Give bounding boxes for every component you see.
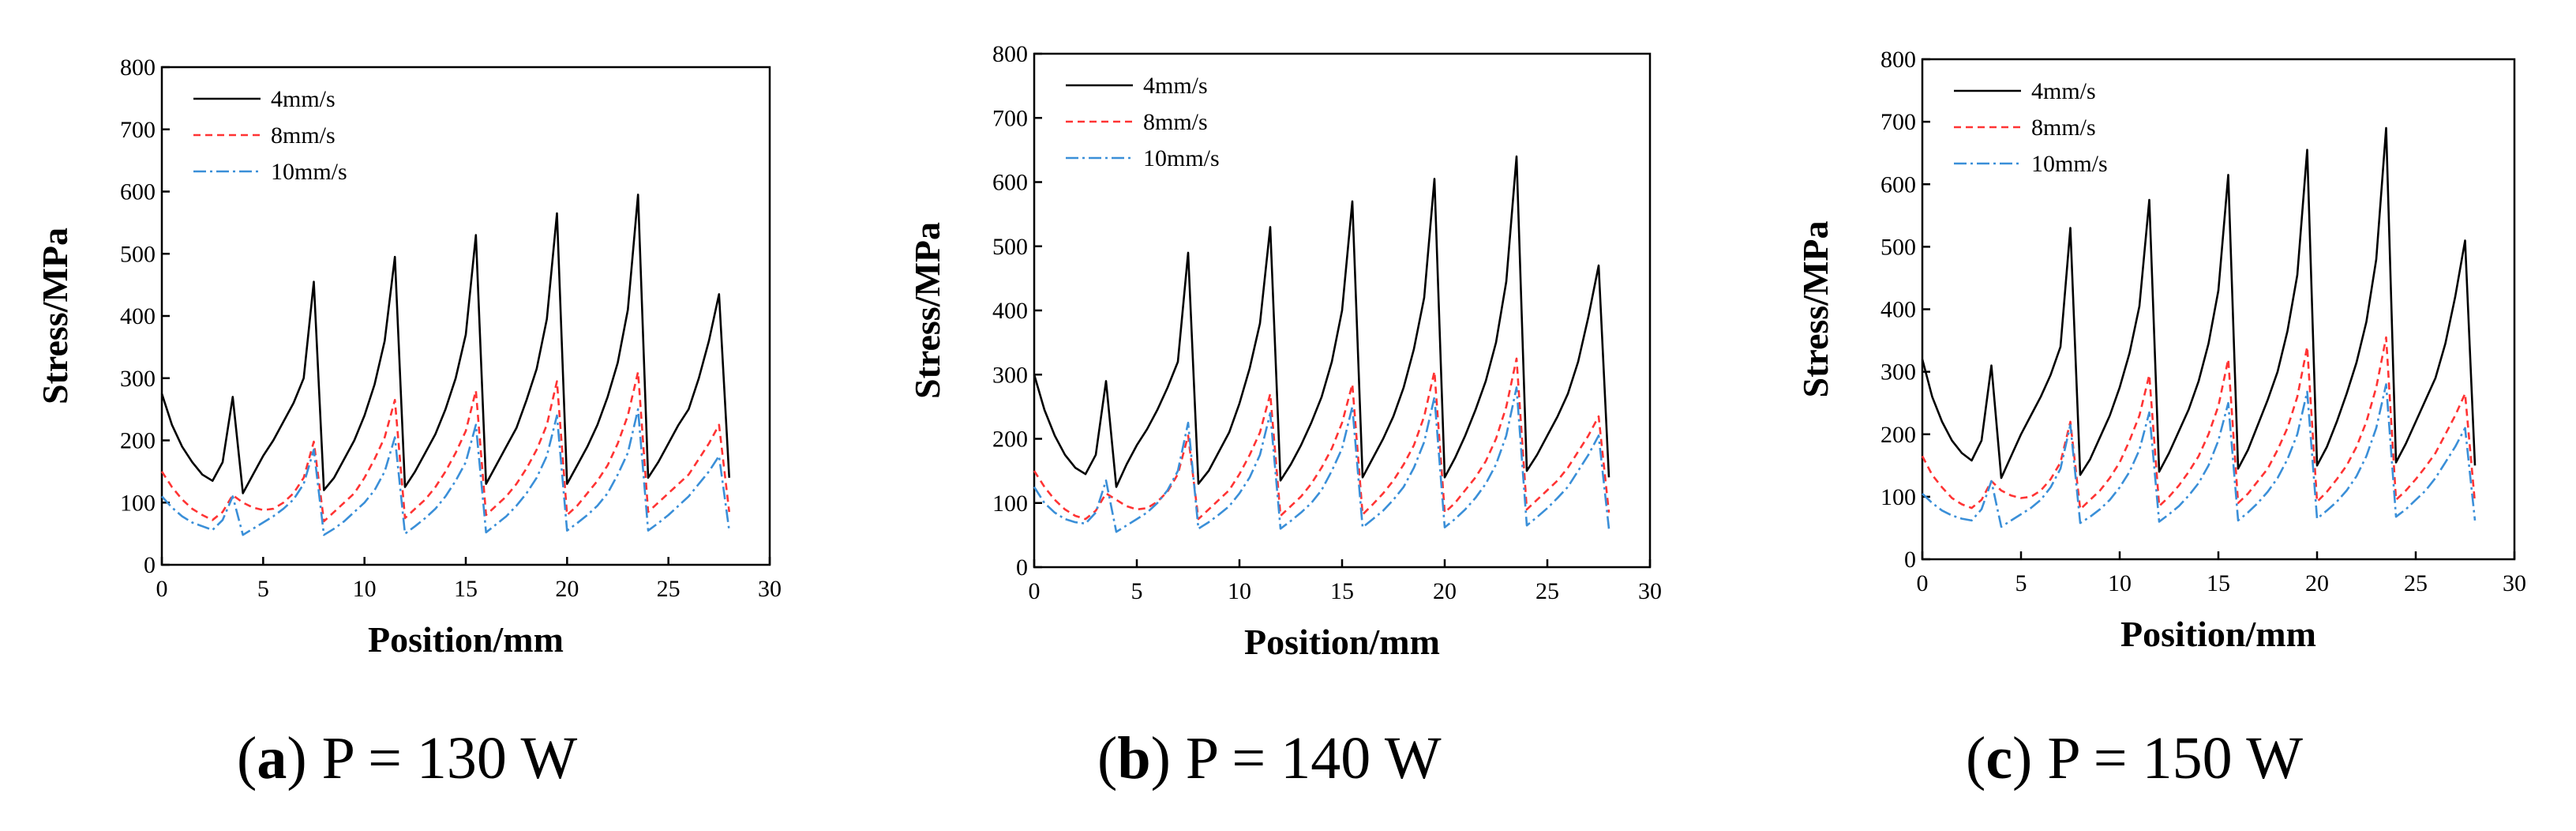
- y-tick-label: 400: [120, 303, 156, 329]
- x-axis-label: Position/mm: [1244, 622, 1440, 662]
- y-tick-label: 0: [1904, 547, 1916, 573]
- legend: 4mm/s 8mm/s 10mm/s: [1954, 78, 2108, 177]
- x-tick-label: 15: [454, 576, 478, 602]
- y-tick-label: 0: [144, 552, 156, 578]
- legend-label: 8mm/s: [271, 122, 336, 149]
- panel-caption: (c) P = 150 W: [1966, 725, 2303, 792]
- series-line-2: [160, 370, 730, 523]
- x-tick-label: 30: [2503, 570, 2526, 596]
- x-tick-label: 10: [353, 576, 377, 602]
- series-line-3: [1033, 386, 1610, 533]
- y-tick-label: 400: [992, 298, 1028, 324]
- y-tick-label: 500: [120, 241, 156, 267]
- chart-panel-b: 0 5 10 15 20 25 300100200300400500600700800Pos…: [907, 41, 1662, 662]
- series-line-3: [161, 408, 730, 536]
- y-tick-label: 100: [1880, 484, 1916, 510]
- y-tick-label: 200: [992, 427, 1028, 453]
- series-line-2: [1921, 336, 2477, 511]
- y-tick-label: 400: [1880, 297, 1916, 323]
- y-axis-label: Stress/MPa: [907, 222, 947, 399]
- x-tick-label: 0: [1917, 570, 1929, 596]
- plot-frame: [160, 66, 771, 566]
- legend-label: 4mm/s: [1143, 73, 1208, 99]
- x-tick-label: 30: [758, 576, 782, 602]
- x-tick-label: 10: [1228, 578, 1251, 604]
- x-tick-label: 30: [1638, 578, 1662, 604]
- y-tick-label: 800: [120, 55, 156, 81]
- y-tick-label: 700: [992, 105, 1028, 131]
- y-tick-label: 100: [120, 490, 156, 516]
- x-axis-label: Position/mm: [2120, 614, 2316, 654]
- y-tick-label: 800: [992, 41, 1028, 67]
- legend-label: 8mm/s: [1143, 109, 1208, 135]
- x-tick-label: 0: [156, 576, 168, 602]
- y-tick-label: 800: [1880, 47, 1916, 73]
- x-tick-label: 25: [1535, 578, 1559, 604]
- y-tick-label: 700: [1880, 109, 1916, 135]
- y-tick-label: 600: [1880, 171, 1916, 197]
- legend: 4mm/s 8mm/s 10mm/s: [1066, 73, 1220, 171]
- series-line-1: [1033, 155, 1610, 488]
- y-axis-label: Stress/MPa: [1795, 220, 1835, 397]
- panel-caption: (a) P = 130 W: [237, 725, 578, 792]
- y-tick-label: 100: [992, 491, 1028, 517]
- x-tick-label: 20: [555, 576, 579, 602]
- series-line-1: [160, 194, 730, 494]
- series-line-3: [1922, 383, 2477, 528]
- legend-label: 10mm/s: [1143, 145, 1220, 171]
- series-line-1: [1921, 126, 2477, 479]
- panel-caption: (b) P = 140 W: [1097, 725, 1442, 792]
- y-tick-label: 300: [992, 362, 1028, 388]
- legend: 4mm/s 8mm/s 10mm/s: [193, 86, 347, 185]
- x-tick-label: 5: [2015, 570, 2027, 596]
- legend-label: 10mm/s: [2031, 151, 2108, 177]
- x-tick-label: 5: [1131, 578, 1143, 604]
- legend-label: 10mm/s: [271, 159, 347, 185]
- x-tick-label: 15: [2207, 570, 2230, 596]
- y-axis-label: Stress/MPa: [35, 227, 75, 404]
- y-tick-label: 200: [120, 428, 156, 454]
- x-tick-label: 20: [2305, 570, 2329, 596]
- x-tick-label: 0: [1029, 578, 1041, 604]
- chart-panel-c: 0 5 10 15 20 25 300100200300400500600700800Pos…: [1795, 47, 2526, 654]
- x-tick-label: 10: [2108, 570, 2132, 596]
- x-tick-label: 25: [657, 576, 681, 602]
- legend-label: 4mm/s: [2031, 78, 2096, 104]
- plot-frame: [1921, 58, 2516, 561]
- x-tick-label: 20: [1433, 578, 1457, 604]
- y-tick-label: 300: [120, 366, 156, 392]
- x-axis-label: Position/mm: [368, 619, 564, 660]
- y-tick-label: 500: [1880, 234, 1916, 260]
- y-tick-label: 600: [992, 170, 1028, 196]
- y-tick-label: 0: [1016, 555, 1028, 581]
- y-tick-label: 500: [992, 234, 1028, 260]
- y-tick-label: 200: [1880, 422, 1916, 448]
- series-line-2: [1033, 357, 1610, 521]
- chart-panel-a: 0 5 10 15 20 25 300100200300400500600700800Pos…: [35, 55, 782, 660]
- y-tick-label: 700: [120, 117, 156, 143]
- x-tick-label: 15: [1330, 578, 1354, 604]
- y-tick-label: 600: [120, 179, 156, 205]
- y-tick-label: 300: [1880, 359, 1916, 385]
- legend-label: 4mm/s: [271, 86, 336, 112]
- legend-label: 8mm/s: [2031, 115, 2096, 141]
- x-tick-label: 25: [2404, 570, 2428, 596]
- x-tick-label: 5: [257, 576, 269, 602]
